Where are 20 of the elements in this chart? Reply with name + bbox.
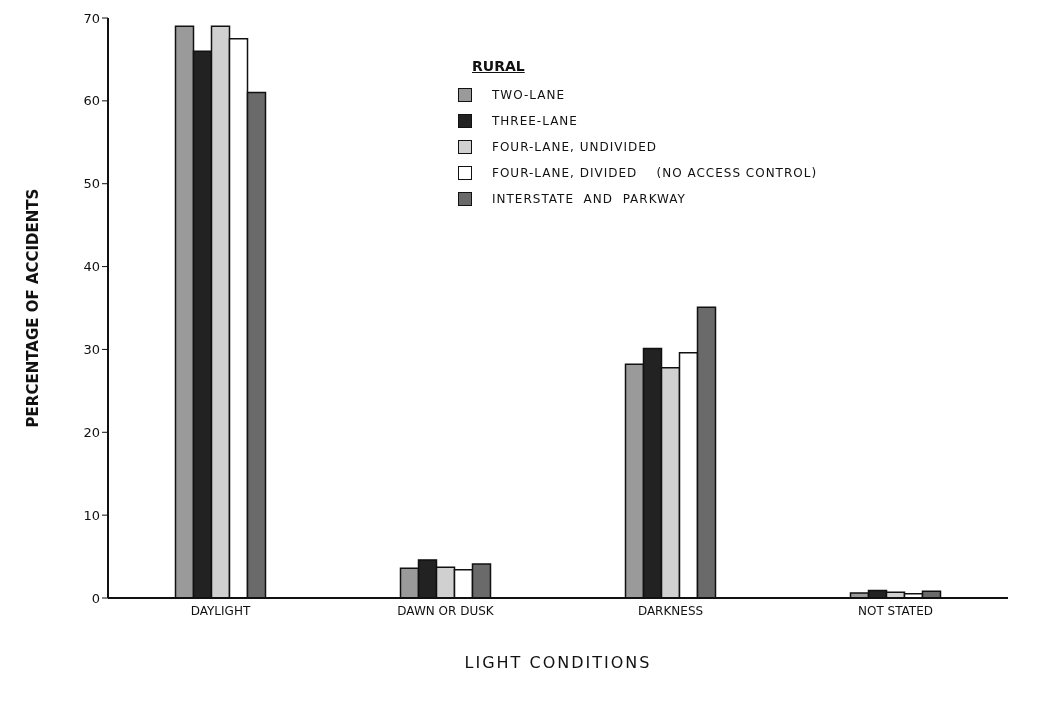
y-tick-label: 60 (83, 93, 100, 109)
legend-label: TWO-LANE (492, 88, 566, 102)
legend-label: FOUR-LANE, DIVIDED (NO ACCESS CONTROL) (492, 166, 818, 180)
y-tick-label: 70 (83, 10, 100, 26)
y-tick-label: 50 (83, 176, 100, 192)
y-axis-title: PERCENTAGE OF ACCIDENTS (24, 188, 43, 428)
y-tick-label: 20 (83, 424, 100, 440)
x-tick-label: DARKNESS (637, 603, 704, 618)
y-tick-label: 10 (83, 507, 100, 523)
legend-label: THREE-LANE (492, 114, 578, 128)
x-axis-title: LIGHT CONDITIONS (464, 653, 652, 672)
x-tick-label: DAWN OR DUSK (397, 603, 495, 618)
legend-label: INTERSTATE AND PARKWAY (492, 192, 686, 206)
x-tick-label: DAYLIGHT (190, 603, 251, 618)
y-tick-label: 40 (83, 259, 100, 275)
legend-title: RURAL (472, 58, 526, 74)
y-tick-label: 30 (83, 342, 100, 358)
legend-label: FOUR-LANE, UNDIVIDED (492, 140, 658, 154)
y-tick-label: 0 (91, 590, 100, 606)
x-tick-label: NOT STATED (857, 603, 934, 618)
